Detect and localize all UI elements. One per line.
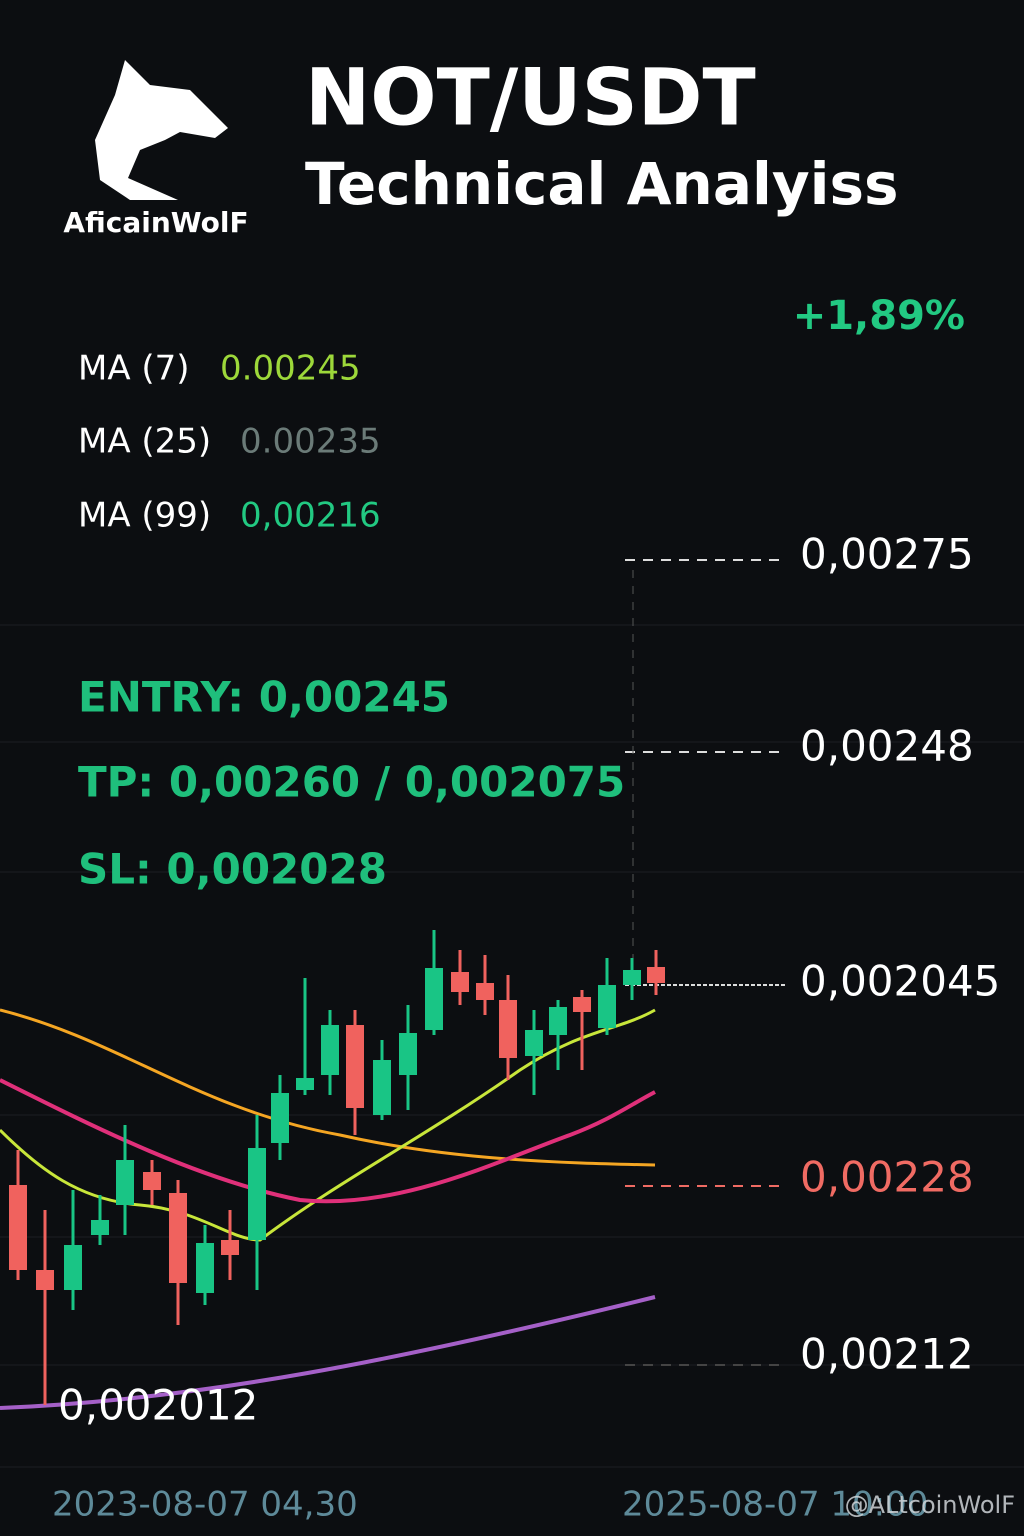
- date-label: 2023-08-07 04,30: [52, 1485, 358, 1525]
- candle-body: [346, 1025, 364, 1108]
- brand: AficainWolF: [63, 206, 248, 239]
- title: NOT/USDT: [305, 53, 756, 143]
- level-lines: [625, 559, 785, 1366]
- ma-value: 0,00216: [240, 496, 381, 536]
- entry: ENTRY: 0,00245: [78, 673, 450, 722]
- candle-body: [9, 1185, 27, 1270]
- candle-body: [451, 972, 469, 992]
- price-level: 0,00275: [800, 530, 974, 579]
- change: +1,89%: [793, 293, 965, 339]
- ma-value: 0.00235: [240, 422, 381, 462]
- candle-body: [525, 1030, 543, 1056]
- take-profit: TP: 0,00260 / 0,002075: [78, 758, 625, 807]
- price-level: 0,002045: [800, 957, 1000, 1006]
- candle-body: [623, 970, 641, 985]
- stop-loss: SL: 0,002028: [78, 845, 387, 894]
- candle-body: [549, 1007, 567, 1035]
- candle-body: [221, 1240, 239, 1255]
- candle-body: [248, 1148, 266, 1240]
- candle-body: [36, 1270, 54, 1290]
- candle-body: [647, 967, 665, 983]
- candles: [9, 930, 665, 1405]
- candle-body: [499, 1000, 517, 1058]
- price-level: 0,00212: [800, 1330, 974, 1379]
- candle-body: [196, 1243, 214, 1293]
- candle-body: [321, 1025, 339, 1075]
- ma-label: MA (7): [78, 349, 190, 389]
- candle-body: [143, 1172, 161, 1190]
- ma-label: MA (99): [78, 496, 211, 536]
- candle-body: [399, 1033, 417, 1075]
- ma-label: MA (25): [78, 422, 211, 462]
- price-level: 0,00228: [800, 1153, 974, 1202]
- date-label: 2025-08-07 10:00: [622, 1485, 928, 1525]
- subtitle: Technical Analyiss: [305, 150, 899, 218]
- candle-body: [425, 968, 443, 1030]
- wolf-logo: [95, 60, 228, 200]
- ma-lines: [0, 1008, 656, 1410]
- candle-body: [296, 1078, 314, 1090]
- candle-body: [598, 985, 616, 1028]
- candle-body: [573, 997, 591, 1012]
- candle-body: [271, 1093, 289, 1143]
- candle-body: [91, 1220, 109, 1235]
- ma-value: 0.00245: [220, 349, 361, 389]
- watermark: @ALtcoinWolF: [845, 1491, 1015, 1519]
- low-label: 0,002012: [58, 1381, 258, 1430]
- candle-body: [476, 983, 494, 1000]
- candle-body: [373, 1060, 391, 1115]
- candle-body: [64, 1245, 82, 1290]
- grid: [0, 624, 1024, 1468]
- candle-body: [169, 1193, 187, 1283]
- price-level: 0,00248: [800, 722, 974, 771]
- candle-body: [116, 1160, 134, 1205]
